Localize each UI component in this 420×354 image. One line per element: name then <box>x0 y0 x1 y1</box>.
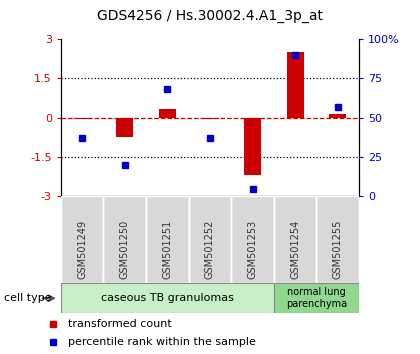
Bar <box>274 196 317 283</box>
Bar <box>116 118 133 137</box>
Text: cell type: cell type <box>4 293 52 303</box>
Text: GSM501250: GSM501250 <box>120 219 130 279</box>
Text: GSM501252: GSM501252 <box>205 219 215 279</box>
Text: GSM501255: GSM501255 <box>333 219 343 279</box>
Bar <box>329 114 346 118</box>
Text: GSM501251: GSM501251 <box>163 219 172 279</box>
Bar <box>61 283 274 313</box>
Bar <box>159 109 176 118</box>
Bar <box>189 196 231 283</box>
Bar <box>61 196 103 283</box>
Text: caseous TB granulomas: caseous TB granulomas <box>101 293 234 303</box>
Bar <box>287 52 304 118</box>
Text: transformed count: transformed count <box>68 319 172 329</box>
Bar <box>146 196 189 283</box>
Bar <box>244 118 261 176</box>
Text: GSM501254: GSM501254 <box>290 219 300 279</box>
Bar <box>103 196 146 283</box>
Bar <box>231 196 274 283</box>
Text: percentile rank within the sample: percentile rank within the sample <box>68 337 256 347</box>
Bar <box>274 283 359 313</box>
Bar <box>202 118 218 119</box>
Bar <box>317 196 359 283</box>
Text: GSM501249: GSM501249 <box>77 220 87 279</box>
Text: GSM501253: GSM501253 <box>248 219 257 279</box>
Text: GDS4256 / Hs.30002.4.A1_3p_at: GDS4256 / Hs.30002.4.A1_3p_at <box>97 9 323 23</box>
Text: normal lung
parenchyma: normal lung parenchyma <box>286 287 347 309</box>
Bar <box>74 118 91 119</box>
